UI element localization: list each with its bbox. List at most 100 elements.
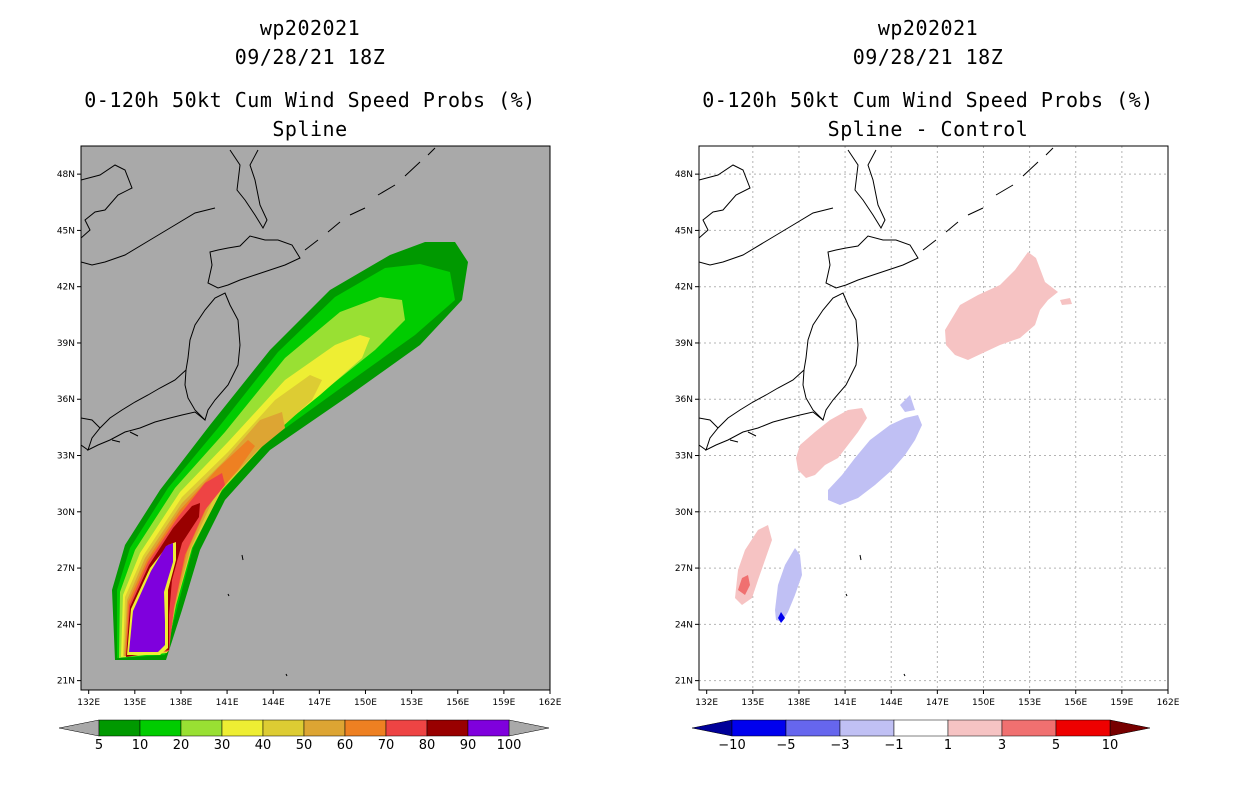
lat-tick-label: 24N bbox=[57, 620, 75, 630]
colorbar-label: 5 bbox=[1052, 738, 1060, 753]
left-chart-title: 0-120h 50kt Cum Wind Speed Probs (%) bbox=[84, 88, 536, 112]
colorbar-label: 5 bbox=[95, 738, 103, 753]
left-map-panel: 132E 135E 138E 141E 144E 147E 150E 153E 156E 159E… bbox=[57, 145, 562, 708]
colorbar-label: 3 bbox=[998, 738, 1006, 753]
lon-tick-label: 132E bbox=[695, 698, 718, 708]
lat-tick-label: 27N bbox=[57, 564, 75, 574]
sakhalin bbox=[229, 149, 268, 230]
lat-tick-label: 24N bbox=[675, 620, 693, 630]
lat-tick-label: 39N bbox=[675, 339, 693, 349]
diff-minus5-south bbox=[778, 612, 785, 623]
left-lat-ticks: 48N 45N 42N 39N 36N 33N 30N 27N 24N 21N bbox=[57, 170, 81, 687]
diff-plus1-north bbox=[945, 252, 1058, 360]
left-lon-ticks: 132E 135E 138E 141E 144E 147E 150E 153E 156E 159E… bbox=[77, 690, 562, 708]
lon-tick-label: 162E bbox=[539, 698, 562, 708]
colorbar-swatch bbox=[426, 719, 469, 737]
kurils bbox=[304, 147, 436, 251]
lon-tick-label: 138E bbox=[788, 698, 811, 708]
right-difference-field bbox=[735, 252, 1072, 623]
lat-tick-label: 21N bbox=[57, 677, 75, 687]
lat-tick-label: 36N bbox=[675, 395, 693, 405]
lat-tick-label: 33N bbox=[675, 452, 693, 462]
right-valid-time: 09/28/21 18Z bbox=[852, 45, 1004, 69]
colorbar-swatch bbox=[839, 719, 895, 737]
colorbar-label: 30 bbox=[214, 738, 231, 753]
right-chart-subtitle: Spline - Control bbox=[827, 117, 1029, 141]
colorbar-label: 60 bbox=[337, 738, 354, 753]
korea-coast bbox=[81, 164, 133, 239]
right-coastlines bbox=[699, 147, 1054, 677]
islands bbox=[227, 554, 288, 677]
right-map-frame bbox=[698, 145, 1169, 691]
diff-plus3-south bbox=[738, 575, 750, 595]
right-map-panel: 132E 135E 138E 141E 144E 147E 150E 153E 156E 159E… bbox=[675, 145, 1180, 708]
lon-tick-label: 141E bbox=[216, 698, 239, 708]
lon-tick-label: 150E bbox=[972, 698, 995, 708]
colorbar-label: 1 bbox=[944, 738, 952, 753]
honshu-north bbox=[802, 292, 859, 421]
lat-tick-label: 39N bbox=[57, 339, 75, 349]
shikoku-kyushu bbox=[699, 417, 757, 451]
lon-tick-label: 162E bbox=[1157, 698, 1180, 708]
left-coastlines bbox=[81, 147, 436, 677]
right-chart-title: 0-120h 50kt Cum Wind Speed Probs (%) bbox=[702, 88, 1154, 112]
colorbar-swatch bbox=[893, 719, 949, 737]
lat-tick-label: 30N bbox=[675, 508, 693, 518]
hokkaido bbox=[207, 235, 301, 289]
lat-tick-label: 27N bbox=[675, 564, 693, 574]
colorbar-label: −3 bbox=[830, 738, 849, 753]
lon-tick-label: 147E bbox=[926, 698, 949, 708]
lon-tick-label: 135E bbox=[123, 698, 146, 708]
lon-tick-label: 159E bbox=[492, 698, 515, 708]
prob-contour-100 bbox=[129, 543, 173, 652]
lon-tick-label: 156E bbox=[1064, 698, 1087, 708]
lon-tick-label: 141E bbox=[834, 698, 857, 708]
lat-tick-label: 42N bbox=[675, 283, 693, 293]
lat-tick-label: 42N bbox=[57, 283, 75, 293]
colorbar-swatch bbox=[180, 719, 223, 737]
colorbar-over-arrow bbox=[508, 719, 550, 737]
colorbar-label: 70 bbox=[378, 738, 395, 753]
diff-minus1-mid bbox=[828, 415, 922, 505]
lat-tick-label: 48N bbox=[675, 170, 693, 180]
honshu-north bbox=[184, 292, 241, 421]
colorbar-label: 90 bbox=[460, 738, 477, 753]
colorbar-swatch bbox=[385, 719, 428, 737]
lat-tick-label: 45N bbox=[675, 226, 693, 236]
lat-tick-label: 48N bbox=[57, 170, 75, 180]
china-coast bbox=[81, 207, 216, 266]
left-probability-swath bbox=[112, 242, 468, 660]
lat-tick-label: 21N bbox=[675, 677, 693, 687]
lon-tick-label: 156E bbox=[446, 698, 469, 708]
colorbar-swatch bbox=[98, 719, 141, 737]
lat-tick-label: 33N bbox=[57, 452, 75, 462]
islands bbox=[845, 554, 906, 677]
colorbar-swatch bbox=[1055, 719, 1111, 737]
colorbar-over-arrow bbox=[1109, 719, 1151, 737]
lon-tick-label: 135E bbox=[741, 698, 764, 708]
lon-tick-label: 144E bbox=[880, 698, 903, 708]
lon-tick-label: 150E bbox=[354, 698, 377, 708]
colorbar-label: 10 bbox=[1102, 738, 1119, 753]
sakhalin bbox=[847, 149, 886, 230]
lat-tick-label: 30N bbox=[57, 508, 75, 518]
colorbar-label: −1 bbox=[884, 738, 903, 753]
left-colorbar: 5 10 20 30 40 50 60 70 80 90 100 bbox=[58, 719, 550, 753]
colorbar-swatch bbox=[344, 719, 387, 737]
prob-contour-10 bbox=[117, 264, 455, 658]
diff-minus1-mid-b bbox=[900, 395, 915, 412]
lon-tick-label: 138E bbox=[170, 698, 193, 708]
lat-tick-label: 45N bbox=[57, 226, 75, 236]
lon-tick-label: 153E bbox=[1018, 698, 1041, 708]
colorbar-swatch bbox=[221, 719, 264, 737]
lat-tick-label: 36N bbox=[57, 395, 75, 405]
colorbar-label: 50 bbox=[296, 738, 313, 753]
right-colorbar: −10 −5 −3 −1 1 3 5 10 bbox=[691, 719, 1151, 753]
hokkaido bbox=[825, 235, 919, 289]
colorbar-swatch bbox=[139, 719, 182, 737]
colorbar-swatch bbox=[785, 719, 841, 737]
right-lon-ticks: 132E 135E 138E 141E 144E 147E 150E 153E 156E 159E… bbox=[695, 690, 1180, 708]
right-storm-id: wp202021 bbox=[877, 16, 979, 40]
right-lat-ticks: 48N 45N 42N 39N 36N 33N 30N 27N 24N 21N bbox=[675, 170, 699, 687]
